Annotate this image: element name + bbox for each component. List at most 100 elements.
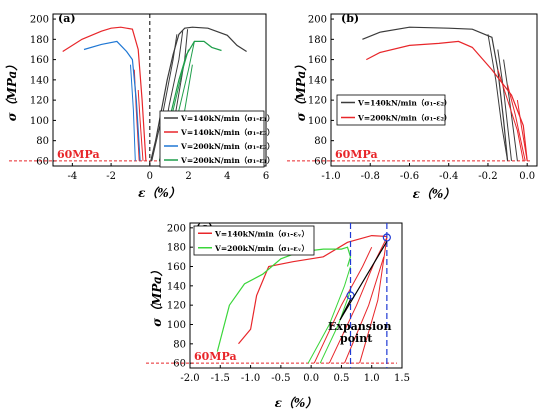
y-tick-label: 140	[30, 75, 49, 86]
y-tick-label: 180	[308, 35, 327, 46]
x-tick-label: 6	[263, 171, 269, 182]
y-tick-label: 120	[30, 96, 49, 107]
y-tick-label: 160	[30, 55, 49, 66]
x-tick-label: 4	[224, 171, 230, 182]
series-line	[62, 26, 147, 161]
legend-entry-label: V=140kN/min（σ₁-εᵥ）	[214, 228, 309, 238]
panel-label: (b)	[341, 12, 359, 25]
legend-entry-label: V=200kN/min（σ₁-ε₁）	[180, 155, 275, 165]
cycle-loop	[344, 256, 385, 364]
x-tick-label: -0.2	[478, 171, 497, 182]
x-tick-label: 0.0	[519, 171, 535, 182]
legend-entry-label: V=140kN/min（σ₁-ε₁）	[180, 113, 275, 123]
cycle-loop	[307, 266, 351, 364]
legend-entry-label: V=200kN/min（σ₁-εᵥ）	[214, 243, 309, 253]
cycle-loop	[359, 237, 388, 364]
series-line	[238, 234, 387, 345]
x-axis-label: ε（%）	[275, 396, 318, 410]
threshold-label: 60MPa	[57, 148, 100, 161]
x-tick-label: 0.5	[333, 373, 349, 384]
annotation-arrow	[339, 241, 388, 321]
x-tick-label: 2	[185, 171, 191, 182]
cycle-loop	[319, 290, 351, 364]
cycle-loop	[151, 34, 178, 162]
panel-c: 60 80 100 120 140 160 180 200 -2.0 -1.5 -1.0 -0.5 0.…	[146, 221, 410, 410]
x-tick-label: -0.8	[361, 171, 380, 182]
panel-a: 60 80 100 120 140 160 180 200 -4 -2 0 2 4 6 ε（%） σ（MPa）…	[5, 12, 275, 200]
x-tick-label: -2.0	[180, 373, 199, 384]
series-line	[366, 40, 528, 161]
y-tick-label: 200	[167, 223, 186, 234]
cycle-loop	[497, 69, 524, 161]
y-tick-label: 140	[167, 281, 186, 292]
y-axis-label: σ（MPa）	[5, 59, 19, 122]
series-line	[362, 26, 509, 161]
legend-box	[336, 94, 446, 126]
y-tick-label: 120	[308, 96, 327, 107]
expansion-point-marker	[382, 233, 391, 242]
legend-entry-label: V=200kN/min（σ₁-ε₃）	[180, 141, 275, 151]
x-tick-label: -0.5	[271, 373, 290, 384]
cycle-loop	[497, 49, 512, 161]
x-tick-label: -2	[106, 171, 116, 182]
x-tick-label: 0.0	[303, 373, 319, 384]
y-axis-label: σ（MPa）	[294, 59, 308, 122]
y-tick-label: 80	[173, 339, 186, 350]
y-tick-label: 60	[314, 156, 327, 167]
y-tick-label: 60	[173, 359, 186, 370]
y-tick-label: 140	[308, 75, 327, 86]
y-tick-label: 200	[308, 15, 327, 26]
panel-label: (a)	[58, 12, 76, 25]
y-tick-label: 200	[30, 15, 49, 26]
y-axis-label: σ（MPa）	[150, 264, 164, 327]
cycle-loop	[313, 246, 373, 364]
legend: V=140kN/min（σ₁-ε₂） V=200kN/min（σ₁-ε₂）	[336, 94, 452, 126]
cycle-loop	[507, 84, 526, 162]
cycle-loop	[487, 34, 509, 161]
y-tick-label: 80	[36, 136, 49, 147]
annotation-text-line1: Expansion	[328, 320, 391, 333]
x-tick-label: -4	[67, 171, 77, 182]
y-tick-label: 160	[308, 55, 327, 66]
series-line	[83, 40, 141, 161]
x-tick-label: -1.5	[211, 373, 230, 384]
legend-entry-label: V=140kN/min（σ₁-ε₂）	[357, 98, 452, 108]
y-tick-label: 180	[167, 243, 186, 254]
y-tick-label: 180	[30, 35, 49, 46]
legend: V=140kN/min（σ₁-εᵥ） V=200kN/min（σ₁-εᵥ）	[193, 225, 315, 256]
y-tick-label: 160	[167, 262, 186, 273]
cycle-loop	[130, 64, 136, 161]
x-tick-label: 0	[147, 171, 153, 182]
plot-frame	[189, 222, 403, 369]
threshold-label: 60MPa	[194, 350, 237, 363]
x-tick-label: 1.5	[394, 373, 410, 384]
legend-entry-label: V=140kN/min（σ₁-ε₃）	[180, 127, 275, 137]
cycle-loop	[137, 89, 144, 161]
y-tick-label: 120	[167, 301, 186, 312]
legend-box	[193, 225, 315, 256]
cycle-loop	[516, 100, 528, 161]
x-tick-label: -1.0	[241, 373, 260, 384]
x-tick-label: 1.0	[364, 373, 380, 384]
legend-box	[159, 110, 265, 168]
annotation-text-line2: point	[340, 332, 373, 345]
plot-frame	[52, 13, 267, 167]
x-tick-label: -0.6	[400, 171, 419, 182]
y-tick-label: 80	[314, 136, 327, 147]
plot-frame	[330, 13, 538, 167]
x-axis-label: ε（%）	[413, 187, 456, 201]
panel-b: 60 80 100 120 140 160 180 200 -1.0 -0.8 -0.6 -0.4 -0…	[287, 12, 538, 201]
legend: V=140kN/min（σ₁-ε₁） V=140kN/min（σ₁-ε₃） V=20…	[159, 110, 275, 168]
cycle-loop	[503, 59, 518, 161]
y-tick-label: 100	[30, 116, 49, 127]
x-axis-label: ε（%）	[138, 186, 181, 200]
y-tick-label: 100	[167, 320, 186, 331]
y-tick-label: 60	[36, 156, 49, 167]
threshold-label: 60MPa	[335, 148, 378, 161]
x-tick-label: -1.0	[321, 171, 340, 182]
cycle-loop	[328, 237, 388, 364]
x-tick-label: -0.4	[439, 171, 458, 182]
legend-entry-label: V=200kN/min（σ₁-ε₂）	[357, 113, 452, 123]
